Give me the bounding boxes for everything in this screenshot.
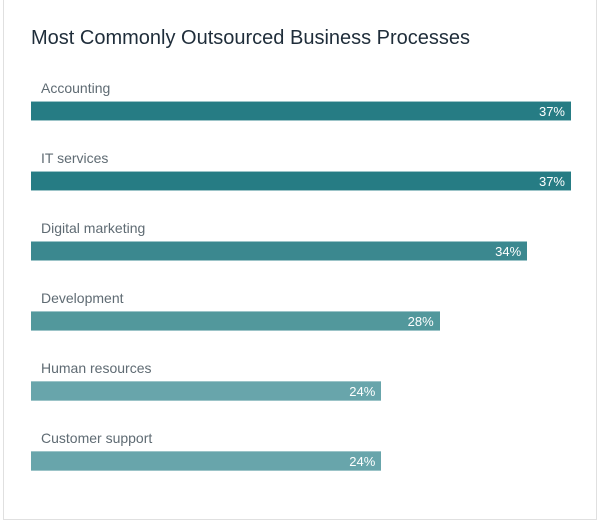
category-label: IT services <box>41 150 109 166</box>
data-label: 24% <box>349 384 376 399</box>
category-label: Human resources <box>41 360 152 376</box>
bar: 24% <box>31 381 382 401</box>
bar-row: Digital marketing 34% <box>31 220 591 270</box>
bar: 24% <box>31 451 382 471</box>
data-label: 37% <box>538 174 565 189</box>
data-label: 37% <box>538 104 565 119</box>
category-label: Digital marketing <box>41 220 146 236</box>
bar-row: Human resources 24% <box>31 360 591 410</box>
data-label: 28% <box>407 314 434 329</box>
data-label: 24% <box>349 454 376 469</box>
bar: 34% <box>31 241 528 261</box>
bar-row: Accounting 37% <box>31 80 591 130</box>
data-label: 34% <box>495 244 522 259</box>
bar-row: Development 28% <box>31 290 591 340</box>
chart-title: Most Commonly Outsourced Business Proces… <box>31 27 471 49</box>
bar: 37% <box>31 171 571 191</box>
bar-row: Customer support 24% <box>31 430 591 480</box>
bar: 37% <box>31 101 571 121</box>
bar-row: IT services 37% <box>31 150 591 200</box>
bar: 28% <box>31 311 440 331</box>
category-label: Accounting <box>41 80 111 96</box>
category-label: Customer support <box>41 430 153 446</box>
category-label: Development <box>41 290 124 306</box>
